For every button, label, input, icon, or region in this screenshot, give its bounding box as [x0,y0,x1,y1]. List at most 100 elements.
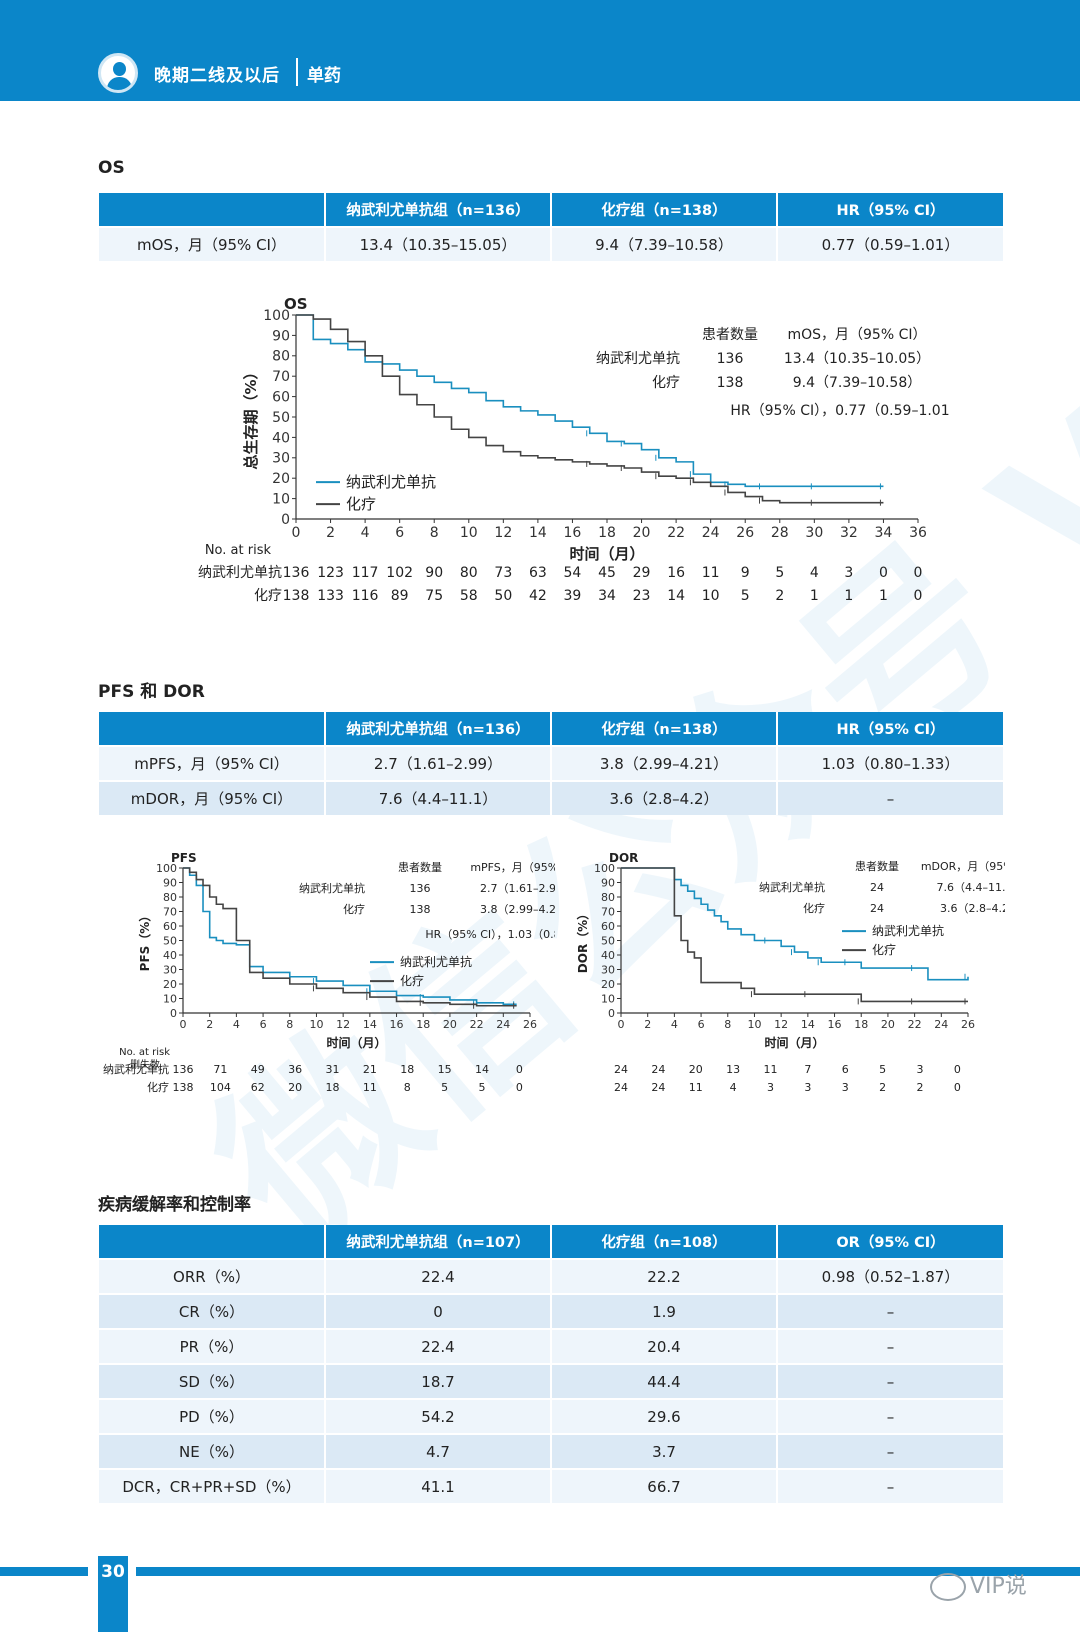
at-risk-count: 104 [210,1081,231,1094]
y-tick-label: 100 [263,308,290,324]
at-risk-count: 4 [730,1081,737,1094]
at-risk-count: 24 [614,1063,628,1076]
response-section-title: 疾病缓解率和控制率 [98,1195,251,1215]
at-risk-count: 1 [844,588,853,604]
y-tick-label: 70 [272,369,290,385]
at-risk-count: 23 [633,588,651,604]
at-risk-count: 138 [283,588,310,604]
info-row-count: 138 [410,903,431,916]
at-risk-count: 5 [441,1081,448,1094]
at-risk-count: 16 [667,565,685,581]
legend-label: 纳武利尤单抗 [872,923,944,938]
pfs-table-cell: 7.6（4.4–11.1） [325,780,552,815]
pfs-dor-table: 纳武利尤单抗组（n=136） 化疗组（n=138） HR（95% CI） mPFS，月… [99,712,1003,815]
x-tick-label: 8 [724,1018,731,1031]
y-tick-label: 50 [272,410,290,426]
x-tick-label: 32 [840,525,858,541]
y-tick-label: 0 [608,1007,615,1020]
at-risk-count: 29 [633,565,651,581]
response-table-cell: 22.4 [325,1328,552,1364]
x-axis-label: 时间（月） [569,545,644,563]
info-header: 患者数量 [855,860,899,873]
y-tick-label: 0 [281,512,290,528]
header-divider [296,58,298,86]
at-risk-count: 136 [173,1063,194,1076]
x-tick-label: 12 [494,525,512,541]
x-tick-label: 20 [443,1018,457,1031]
os-table-header-cell [99,193,326,227]
info-row-label: 化疗 [343,902,365,916]
info-row-median: 2.7（1.61–2.99） [480,882,555,895]
x-tick-label: 8 [430,525,439,541]
y-tick-label: 0 [170,1007,177,1020]
at-risk-sublabel: 删失数 [130,1058,160,1071]
info-header: 患者数量 [398,861,442,874]
y-tick-label: 50 [601,934,615,947]
x-tick-label: 12 [336,1018,350,1031]
at-risk-count: 117 [352,565,379,581]
response-table-cell: NE（%） [99,1433,326,1469]
y-tick-label: 60 [272,390,290,406]
pfs-table-cell: 2.7（1.61–2.99） [325,745,552,781]
pfs-table-cell: – [777,780,1003,815]
y-axis-label: 总生存期（%） [242,364,260,469]
page-number-tab [98,1556,128,1632]
at-risk-count: 75 [425,588,443,604]
response-table-cell: – [777,1468,1003,1503]
km-curve-nivolumab [621,867,969,981]
y-tick-label: 60 [601,920,615,933]
at-risk-count: 102 [386,565,413,581]
response-table-cell: 22.4 [325,1258,552,1294]
info-row-count: 24 [870,881,884,894]
y-tick-label: 20 [163,978,177,991]
y-tick-label: 40 [163,949,177,962]
at-risk-count: 73 [494,565,512,581]
response-table-row: ORR（%） 22.4 22.2 0.98（0.52–1.87） [99,1258,1003,1294]
y-tick-label: 60 [163,920,177,933]
at-risk-count: 20 [288,1081,302,1094]
info-row-count: 138 [717,375,744,391]
y-tick-label: 100 [156,862,177,875]
legend-label: 化疗 [872,943,896,957]
response-table-cell: 41.1 [325,1468,552,1503]
y-tick-label: 50 [163,934,177,947]
os-table-cell: 0.77（0.59–1.01） [777,226,1003,261]
response-table-row: CR（%） 0 1.9– [99,1293,1003,1329]
os-table-header-cell: 纳武利尤单抗组（n=136） [325,193,552,227]
x-tick-label: 30 [805,525,823,541]
response-table-cell: 3.7 [551,1433,778,1469]
pfs-table-cell: 3.6（2.8–4.2） [551,780,778,815]
x-tick-label: 36 [909,525,927,541]
at-risk-count: 14 [667,588,685,604]
x-tick-label: 14 [529,525,547,541]
at-risk-count: 21 [363,1063,377,1076]
at-risk-count: 133 [317,588,344,604]
y-tick-label: 30 [163,963,177,976]
os-table-cell: 9.4（7.39–10.58） [551,226,778,261]
response-table-row: NE（%） 4.7 3.7– [99,1433,1003,1469]
at-risk-label: No. at risk [205,543,272,558]
x-tick-label: 4 [233,1018,240,1031]
at-risk-count: 5 [741,588,750,604]
y-tick-label: 20 [601,978,615,991]
y-tick-label: 90 [601,876,615,889]
response-table-cell: 18.7 [325,1363,552,1399]
x-tick-label: 14 [801,1018,815,1031]
at-risk-count: 1 [879,588,888,604]
header-title: 晚期二线及以后 [154,66,280,86]
at-risk-count: 36 [288,1063,302,1076]
x-tick-label: 14 [363,1018,377,1031]
at-risk-count: 18 [325,1081,339,1094]
y-tick-label: 80 [601,891,615,904]
at-risk-count: 3 [844,565,853,581]
at-risk-count: 11 [689,1081,703,1094]
info-row-label: 纳武利尤单抗 [759,880,825,894]
km-curve-nivolumab [183,867,517,1006]
chart-title: PFS [171,851,197,865]
chart-title: DOR [609,851,638,865]
os-table-cell: mOS，月（95% CI） [99,226,326,261]
y-tick-label: 30 [272,451,290,467]
x-tick-label: 4 [671,1018,678,1031]
